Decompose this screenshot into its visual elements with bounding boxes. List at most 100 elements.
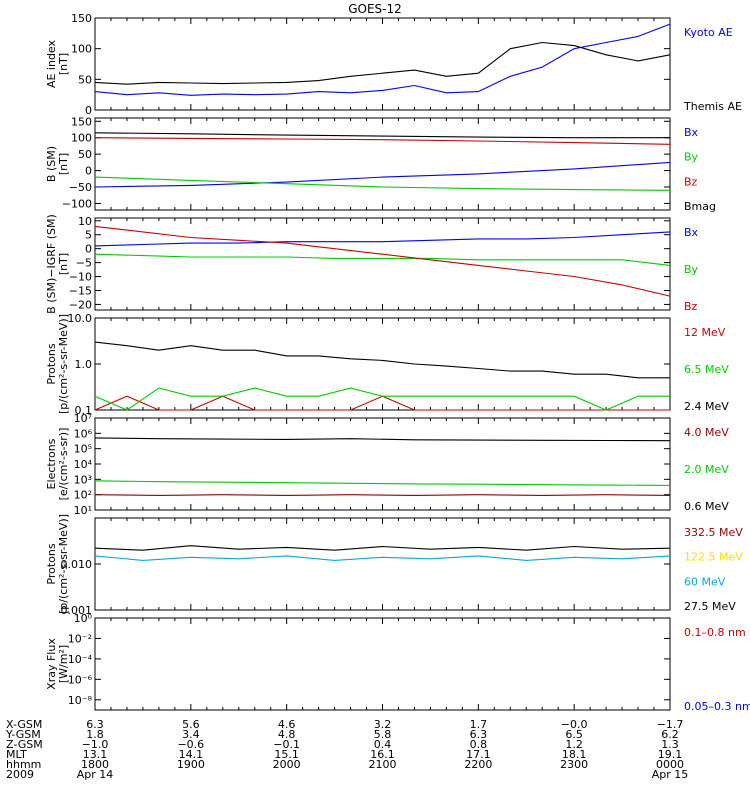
panel-frame: [94, 617, 671, 711]
ephem-value: 4.6: [278, 718, 296, 731]
legend-entry: 2.4 MeV: [684, 400, 729, 413]
y-tick-label: 10.0: [68, 312, 93, 325]
series-line-3: [94, 225, 671, 297]
y-axis-label: Xray Flux: [45, 638, 58, 690]
ephem-value: 5.6: [182, 718, 200, 731]
legend-entry: 2.0 MeV: [684, 463, 729, 476]
series-line-4: [94, 545, 671, 551]
legend-entry: 27.5 MeV: [684, 600, 736, 613]
panel-frame: [94, 117, 671, 211]
panel-frame: [94, 517, 671, 611]
series-line-2: [94, 480, 671, 486]
legend-entry: Kyoto AE: [684, 26, 733, 39]
start-date-label: Apr 14: [77, 768, 114, 781]
ephem-value: 6.5: [565, 728, 583, 741]
y-axis-label: [p/(cm²-s-sr-MeV)]: [57, 514, 70, 614]
y-tick-label: 100: [71, 43, 92, 56]
y-tick-label: 10⁶: [74, 427, 93, 440]
y-axis-label: AE index: [45, 39, 58, 88]
legend-entry: 0.05–0.3 nm: [684, 700, 750, 713]
ephem-row-label: hhmm: [6, 758, 41, 771]
y-tick-label: −50: [69, 181, 92, 194]
ephem-value: 2300: [560, 758, 588, 771]
series-line-3: [94, 437, 671, 442]
y-tick-label: 10³: [74, 473, 92, 486]
y-axis-label: B (SM): [45, 146, 58, 182]
ephem-value: 17.1: [466, 748, 491, 761]
y-tick-label: 0.1: [75, 404, 93, 417]
y-tick-label: −10: [69, 271, 92, 284]
y-tick-label: 0: [85, 104, 92, 117]
ephem-value: −0.0: [561, 718, 588, 731]
y-tick-label: 10²: [74, 489, 92, 502]
ephem-value: 6.2: [661, 728, 679, 741]
legend-entry: 4.0 MeV: [684, 426, 729, 439]
y-tick-label: 0: [85, 243, 92, 256]
series-line-2: [94, 253, 671, 266]
y-tick-label: 10⁻²: [68, 632, 92, 645]
y-tick-label: −15: [69, 284, 92, 297]
panel-4: 0.1 1.0 10.0 Protons [p/(cm²-s-sr-MeV)] 12 Me…: [45, 312, 729, 417]
legend-entry: Bz: [684, 300, 698, 313]
legend-entry: Bx: [684, 126, 699, 139]
y-axis-label: [p/(cm²-s-sr-MeV)]: [57, 314, 70, 414]
y-tick-label: 50: [78, 148, 92, 161]
ephem-value: 19.1: [658, 748, 683, 761]
series-line-1: [94, 161, 671, 188]
y-tick-label: −100: [62, 197, 92, 210]
ephem-value: 2000: [273, 758, 301, 771]
panel-frame: [94, 17, 671, 111]
panel-2: −100 −50 0 50 100 150 B (SM) [nT] Bx By Bz Bmag: [45, 115, 716, 213]
series-line-3: [94, 137, 671, 145]
y-tick-label: 10⁻⁶: [68, 673, 93, 686]
ephem-row-label: MLT: [6, 748, 27, 761]
ephem-value: 1800: [81, 758, 109, 771]
series-line-1: [94, 231, 671, 247]
ephem-value: 1.3: [661, 738, 679, 751]
series-line-2: [94, 41, 671, 85]
end-date-label: Apr 15: [652, 768, 689, 781]
panel-frame: [94, 417, 671, 511]
ephem-value: 0.4: [374, 738, 392, 751]
panel-7: 10⁰ 10⁻² 10⁻⁴ 10⁻⁶ 10⁻⁸ Xray Flux [W/m²] 0.1–0.…: [45, 612, 750, 713]
ephem-value: −1.7: [657, 718, 684, 731]
series-line-2: [94, 387, 670, 411]
y-tick-label: 10⁻⁸: [68, 694, 93, 707]
ephem-value: 3.4: [182, 728, 200, 741]
y-axis-label: B (SM)−IGRF (SM): [45, 214, 58, 314]
legend-entry: 0.1–0.8 nm: [684, 626, 746, 639]
ephem-value: 1.7: [470, 718, 488, 731]
ephem-value: 0000: [656, 758, 684, 771]
y-tick-label: −5: [76, 257, 92, 270]
y-tick-label: 10⁰: [74, 612, 93, 625]
y-tick-label: 10⁻⁴: [68, 653, 93, 666]
ephem-value: −1.0: [82, 738, 109, 751]
ephem-value: 1.8: [86, 728, 104, 741]
ephem-value: 0.8: [470, 738, 488, 751]
series-line-3: [94, 555, 671, 561]
ephem-value: 2200: [464, 758, 492, 771]
ephem-value: 1900: [177, 758, 205, 771]
y-axis-label: Protons: [45, 343, 58, 384]
y-axis-label: [nT]: [57, 53, 70, 75]
ephem-value: 2100: [369, 758, 397, 771]
ephem-value: 16.1: [370, 748, 395, 761]
panel-1: 0 50 100 150 AE index [nT] Kyoto AE Themis AE: [45, 12, 742, 117]
ephem-value: 18.1: [562, 748, 587, 761]
legend-entry: Bx: [684, 226, 699, 239]
y-tick-label: 10⁵: [74, 443, 92, 456]
series-line-1: [94, 494, 671, 496]
ephem-value: 13.1: [83, 748, 108, 761]
y-axis-label: [e/(cm²-s-sr)]: [57, 428, 70, 501]
series-line-3: [94, 341, 670, 379]
y-tick-label: 5: [85, 229, 92, 242]
y-tick-label: 0: [85, 165, 92, 178]
legend-entry: 122.5 MeV: [684, 551, 743, 564]
legend-entry: 6.5 MeV: [684, 363, 729, 376]
ephem-value: 4.8: [278, 728, 296, 741]
ephem-value: 14.1: [179, 748, 204, 761]
y-tick-label: 0.001: [61, 604, 93, 617]
